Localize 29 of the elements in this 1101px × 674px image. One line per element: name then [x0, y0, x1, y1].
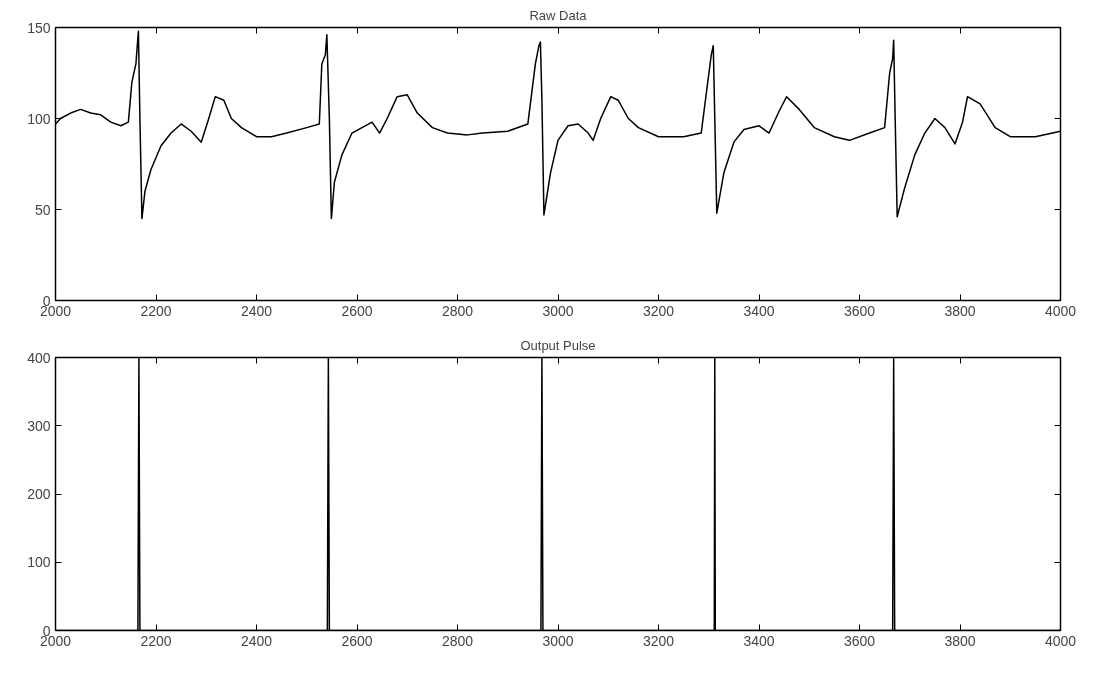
x-tick-label: 3400 — [743, 302, 775, 319]
x-tick-label: 2800 — [441, 302, 474, 319]
x-tick-label: 3000 — [542, 632, 574, 649]
x-tick-label: 2400 — [240, 632, 273, 649]
chart-title: Raw Data — [529, 7, 588, 23]
x-tick-label: 3800 — [944, 632, 976, 649]
x-tick-label: 3200 — [642, 302, 675, 319]
y-tick-label: 100 — [27, 110, 51, 127]
x-tick-label: 3000 — [542, 302, 574, 319]
x-tick-label: 3400 — [743, 632, 775, 649]
y-tick-label: 50 — [34, 201, 51, 218]
x-tick-label: 3600 — [843, 302, 876, 319]
chart-title: Output Pulse — [520, 337, 596, 353]
x-tick-label: 2200 — [140, 632, 172, 649]
x-tick-label: 3800 — [944, 302, 976, 319]
x-tick-label: 3200 — [642, 632, 675, 649]
y-tick-label: 150 — [27, 19, 51, 36]
x-tick-label: 2800 — [441, 632, 474, 649]
x-tick-label: 2600 — [341, 632, 373, 649]
y-tick-label: 100 — [27, 554, 51, 571]
x-tick-label: 2400 — [240, 302, 273, 319]
x-tick-label: 4000 — [1044, 302, 1077, 319]
x-tick-label: 2600 — [341, 302, 373, 319]
y-tick-label: 300 — [27, 417, 51, 434]
y-tick-label: 200 — [27, 486, 51, 502]
y-tick-label: 400 — [27, 349, 51, 366]
x-tick-label: 3600 — [843, 632, 876, 649]
x-tick-label: 4000 — [1044, 632, 1077, 649]
x-tick-label: 2200 — [140, 302, 172, 319]
